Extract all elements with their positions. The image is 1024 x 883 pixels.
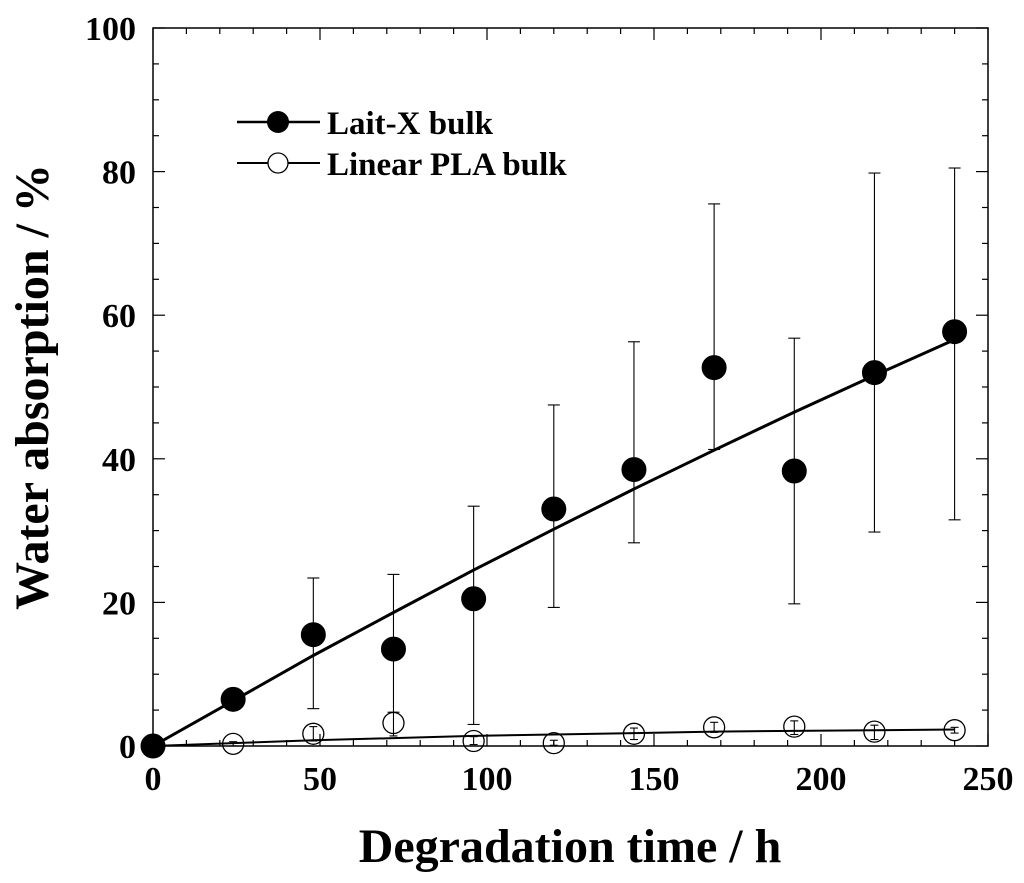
y-tick-label: 40 [102,442,136,479]
data-point-series-0 [541,496,567,522]
data-point-series-1 [702,716,726,739]
legend-label-linear-pla: Linear PLA bulk [327,147,567,183]
axis-ticks [152,27,989,747]
legend-marker-linear-pla [267,152,289,174]
data-point-series-0 [461,586,487,612]
y-tick-label: 100 [85,11,136,48]
x-axis-title: Degradation time / h [359,820,782,873]
data-point-series-0 [621,457,647,483]
y-axis-title: Water absorption / % [6,164,59,610]
x-tick-label: 250 [963,761,1014,798]
x-tick-label: 50 [303,761,337,798]
plot-frame [152,27,989,747]
x-tick-label: 100 [462,761,513,798]
data-point-series-1 [783,715,806,738]
data-point-series-1 [462,729,485,753]
data-point-series-0 [701,355,727,381]
data-point-series-1 [943,719,966,742]
error-bars [229,167,961,747]
data-point-series-1 [622,722,646,745]
x-tick-label: 200 [796,761,847,798]
x-tick-label: 0 [145,761,162,798]
legend-label-lait-x: Lait-X bulk [327,106,494,142]
data-point-series-0 [942,319,968,345]
x-tick-label: 150 [629,761,680,798]
y-tick-label: 20 [102,585,136,622]
data-point-series-0 [220,686,246,712]
legend: Lait-X bulk Linear PLA bulk [237,106,567,183]
data-point-series-0 [380,636,406,662]
data-point-series-1 [542,731,565,755]
data-point-series-1 [222,732,245,755]
fit-line-series-1 [152,728,955,747]
data-point-series-0 [140,733,166,759]
data-points [140,319,968,759]
data-point-series-0 [300,622,326,648]
data-point-series-1 [863,720,886,743]
data-point-series-1 [302,722,325,745]
legend-marker-lait-x [267,111,289,133]
data-point-series-0 [861,360,887,386]
data-point-series-1 [382,711,405,735]
tick-labels: 0 50 100 150 200 250 0 20 40 60 80 100 [85,11,1014,798]
y-tick-label: 60 [102,298,136,335]
y-tick-label: 80 [102,155,136,192]
data-point-series-1 [141,734,165,758]
data-point-series-0 [781,458,807,484]
y-tick-label: 0 [119,729,136,766]
